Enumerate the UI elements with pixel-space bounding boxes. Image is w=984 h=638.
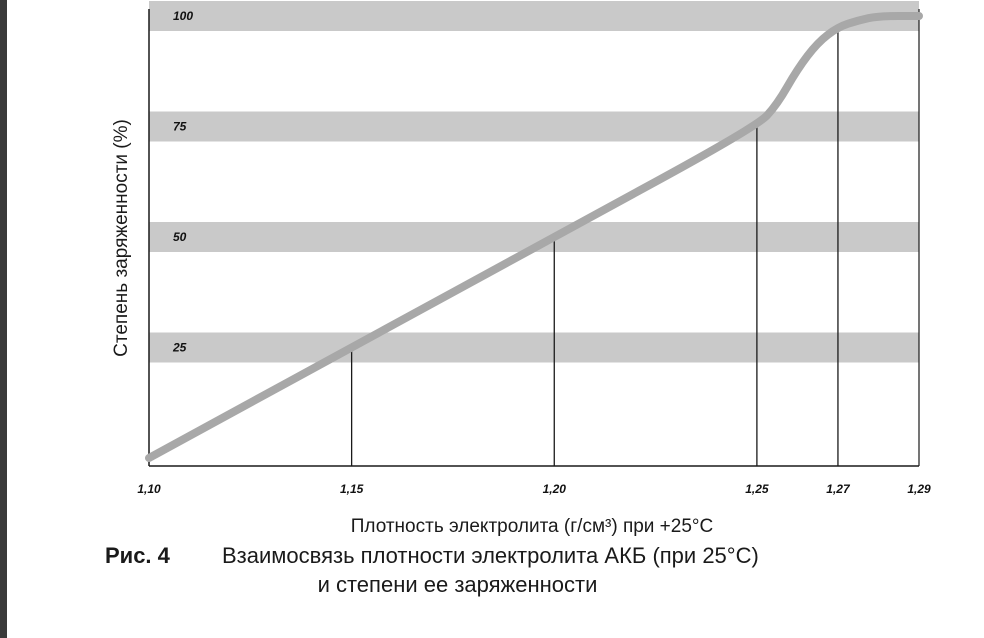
x-axis-title: Плотность электролита (г/см³) при +25°С <box>351 516 713 537</box>
y-axis-title: Степень заряженности (%) <box>111 119 132 357</box>
axes <box>148 9 920 467</box>
density-charge-chart: 100 75 50 25 1,10 1,15 1,20 1,25 1,27 1,29 Степе… <box>111 1 931 537</box>
x-tick-labels: 1,10 1,15 1,20 1,25 1,27 1,29 <box>137 482 931 496</box>
band-label-75: 75 <box>173 120 187 134</box>
band-label-50: 50 <box>173 230 187 244</box>
band-labels: 100 75 50 25 <box>172 9 193 355</box>
caption-line-2: и степени ее заряженности <box>317 572 598 597</box>
band-label-25: 25 <box>172 341 187 355</box>
caption-figure-number: Рис. 4 <box>105 543 170 568</box>
band-label-100: 100 <box>173 9 193 23</box>
left-edge-bar <box>0 0 7 638</box>
curve-group <box>145 12 923 462</box>
band-25 <box>149 332 919 363</box>
x-tick-1,10: 1,10 <box>137 482 161 496</box>
density-charge-curve <box>145 12 923 462</box>
x-tick-1,15: 1,15 <box>340 482 364 496</box>
band-75 <box>149 111 919 142</box>
x-tick-1,25: 1,25 <box>745 482 769 496</box>
x-tick-1,29: 1,29 <box>907 482 931 496</box>
band-100 <box>149 1 919 31</box>
horizontal-bands <box>149 1 919 363</box>
vertical-drop-lines <box>350 27 839 466</box>
x-tick-1,20: 1,20 <box>543 482 567 496</box>
x-tick-1,27: 1,27 <box>826 482 851 496</box>
caption-line-1: Взаимосвязь плотности электролита АКБ (п… <box>222 543 759 568</box>
